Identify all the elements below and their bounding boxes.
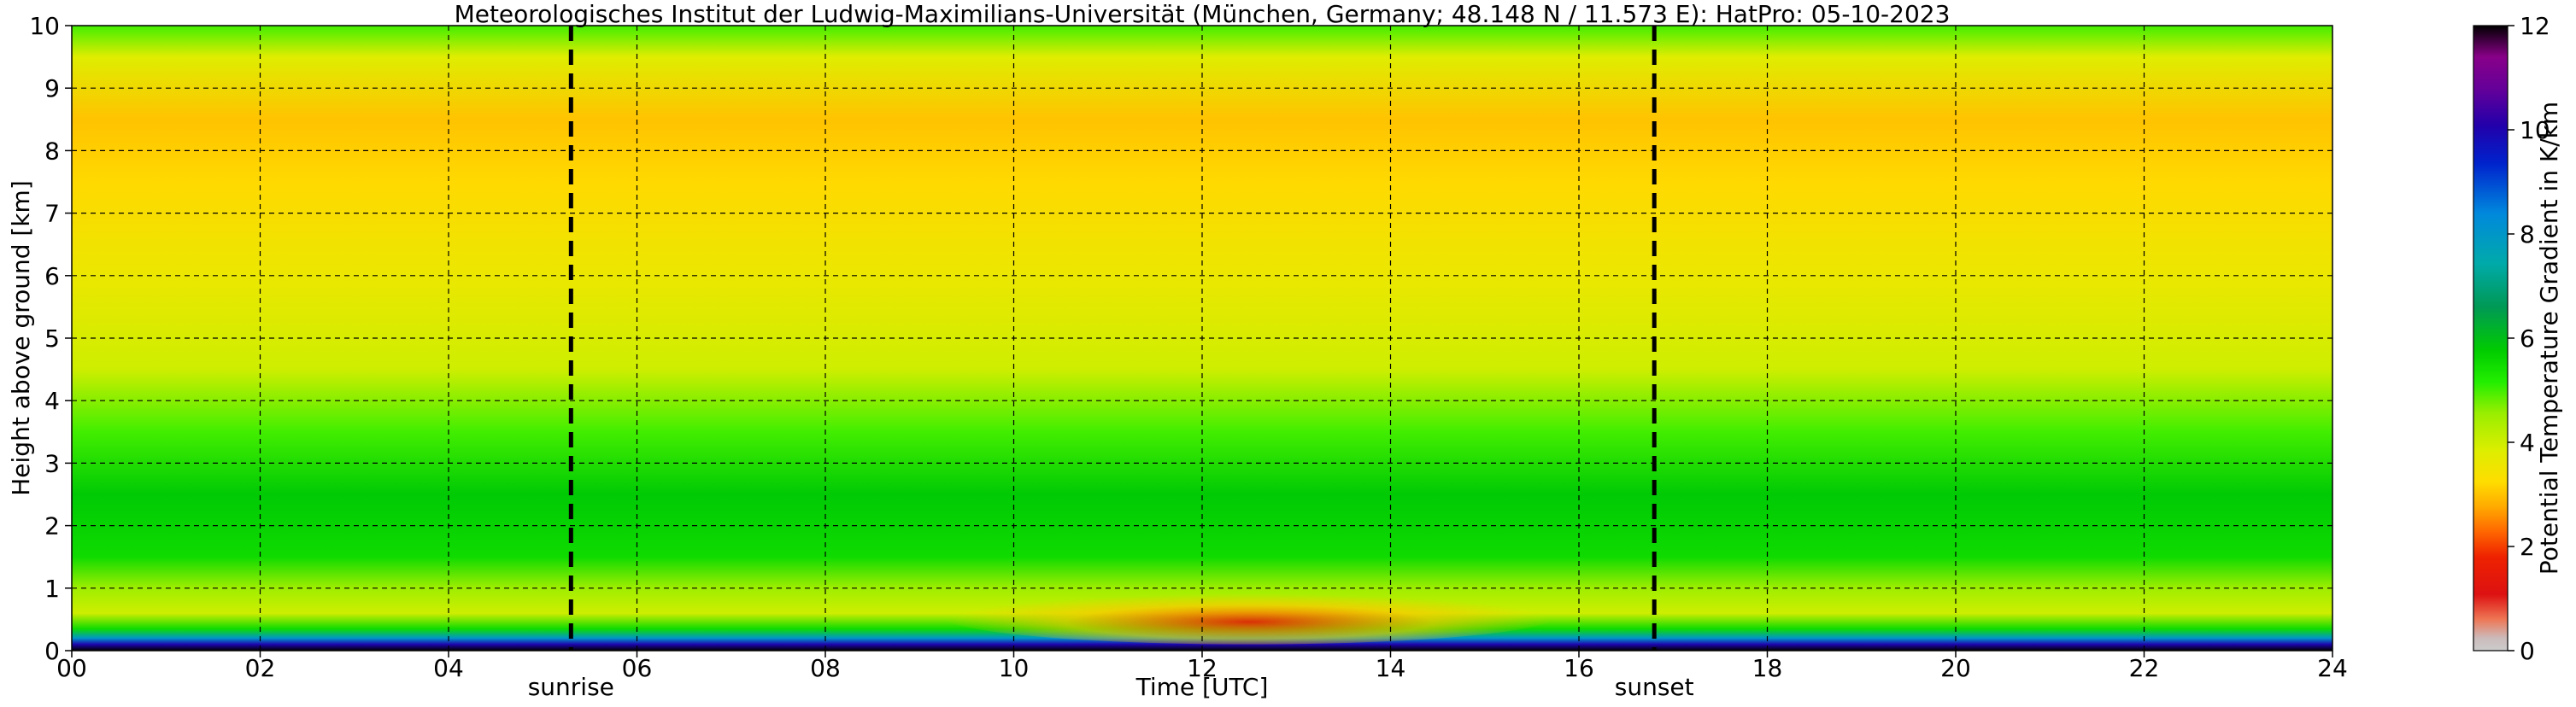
- afternoon-surface-layer: [942, 587, 1556, 645]
- x-tick-label: 08: [810, 654, 841, 682]
- colorbar-tick-label: 8: [2520, 220, 2535, 248]
- y-tick-label: 3: [44, 449, 60, 477]
- y-tick-label: 0: [44, 637, 60, 665]
- x-tick-label: 02: [245, 654, 276, 682]
- event-label: sunset: [1615, 673, 1694, 701]
- grid-layer: [72, 26, 2332, 651]
- x-tick-label: 14: [1376, 654, 1406, 682]
- x-tick-label: 12: [1187, 654, 1218, 682]
- x-tick-label: 22: [2129, 654, 2160, 682]
- colorbar-tick-label: 12: [2520, 12, 2550, 40]
- x-tick-label: 10: [999, 654, 1030, 682]
- y-tick-label: 5: [44, 324, 60, 353]
- colorbar-tick-label: 6: [2520, 324, 2535, 353]
- y-tick-label: 7: [44, 200, 60, 228]
- chart-title: Meteorologisches Institut der Ludwig-Max…: [455, 0, 1951, 28]
- colorbar-tick-label: 0: [2520, 637, 2535, 665]
- colorbar-tick-label: 4: [2520, 429, 2535, 457]
- y-tick-label: 1: [44, 575, 60, 603]
- y-tick-label: 10: [29, 12, 60, 40]
- y-tick-label: 2: [44, 512, 60, 540]
- event-label: sunrise: [528, 673, 614, 701]
- x-tick-label: 20: [1940, 654, 1971, 682]
- colorbar-label: Potential Temperature Gradient in K/km: [2535, 102, 2563, 575]
- x-tick-label: 16: [1564, 654, 1594, 682]
- x-axis-label: Time [UTC]: [1135, 673, 1269, 701]
- x-tick-label: 00: [56, 654, 87, 682]
- colorbar-tick-label: 10: [2520, 116, 2550, 144]
- y-tick-label: 4: [44, 387, 60, 415]
- x-tick-label: 24: [2317, 654, 2348, 682]
- annotation-layer: sunrise sunset: [528, 26, 1694, 701]
- x-tick-label: 04: [433, 654, 464, 682]
- y-tick-label: 9: [44, 74, 60, 102]
- y-tick-label: 6: [44, 262, 60, 290]
- y-tick-label: 8: [44, 137, 60, 165]
- colorbar-gradient: [2473, 26, 2508, 651]
- colorbar: 0 2 4 6 8 10 12: [2473, 12, 2550, 665]
- y-axis-label: Height above ground [km]: [7, 180, 35, 496]
- x-tick-label: 18: [1752, 654, 1783, 682]
- x-tick-label: 06: [622, 654, 653, 682]
- colorbar-tick-label: 2: [2520, 533, 2535, 561]
